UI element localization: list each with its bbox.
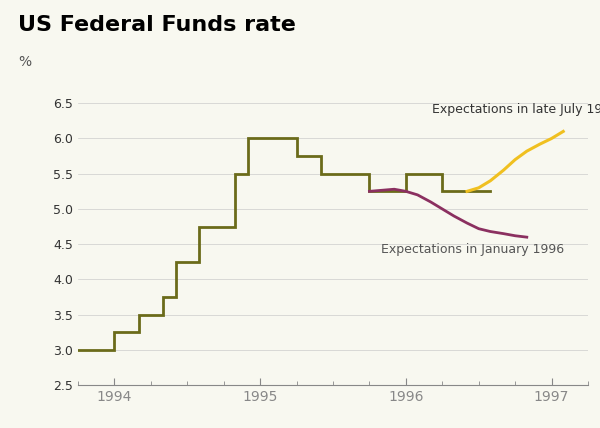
Text: US Federal Funds rate: US Federal Funds rate bbox=[18, 15, 296, 36]
Text: Expectations in late July 1996: Expectations in late July 1996 bbox=[432, 103, 600, 116]
Text: Expectations in January 1996: Expectations in January 1996 bbox=[381, 243, 564, 256]
Text: %: % bbox=[18, 56, 31, 69]
